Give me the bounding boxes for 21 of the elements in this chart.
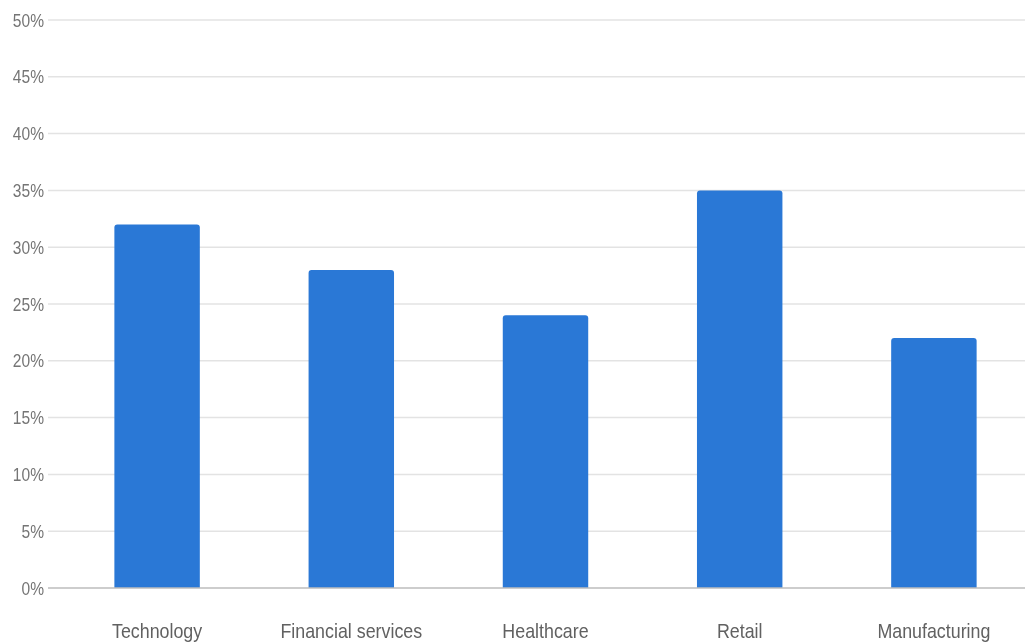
bar [696,190,783,588]
bar [308,269,395,588]
y-tick-label: 5% [21,520,44,543]
bar [114,224,200,588]
y-tick-label: 10% [12,463,44,486]
x-tick-label: Healthcare [502,618,589,643]
y-tick-label: 40% [12,122,44,145]
y-tick-label: 20% [12,349,44,372]
y-tick-label: 35% [12,179,44,202]
y-tick-label: 25% [12,293,44,316]
x-tick-label: Retail [716,618,763,643]
y-tick-label: 45% [12,65,44,88]
y-tick-label: 50% [12,9,44,32]
x-tick-label: Technology [111,618,203,643]
bar [891,338,977,588]
y-tick-label: 0% [21,577,44,600]
x-tick-label: Manufacturing [877,618,991,643]
bar [502,315,589,588]
y-tick-label: 30% [12,236,44,259]
x-tick-label: Financial services [280,618,423,643]
y-tick-label: 15% [12,406,44,429]
